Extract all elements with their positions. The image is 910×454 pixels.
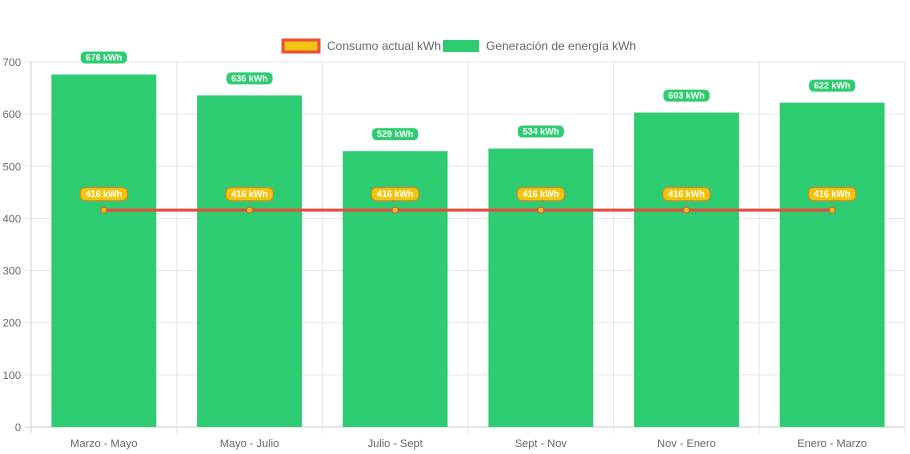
data-label-generacion-bg [808, 78, 857, 93]
data-label-consumo-bg [225, 187, 274, 202]
x-tick-label: Sept - Nov [515, 438, 567, 450]
legend-label-generacion[interactable]: Generación de energía kWh [486, 39, 636, 53]
data-label-consumo-bg [371, 187, 420, 202]
data-label-generacion: 534 kWh [523, 127, 560, 137]
x-tick-label: Marzo - Mayo [70, 438, 137, 450]
data-label-generacion: 622 kWh [814, 81, 851, 91]
y-tick-label: 0 [15, 422, 21, 434]
data-label-generacion: 676 kWh [86, 53, 123, 63]
consumo-point[interactable] [100, 206, 108, 214]
x-axis: Marzo - Mayo Mayo - Julio Julio - Sept Sept… [70, 438, 867, 450]
data-label-consumo: 416 kWh [231, 189, 268, 199]
x-tick-label: Julio - Sept [368, 438, 423, 450]
data-label-consumo: 416 kWh [523, 189, 560, 199]
legend-swatch-consumo[interactable] [281, 38, 321, 54]
y-tick-label: 500 [3, 161, 21, 173]
data-label-generacion: 636 kWh [231, 73, 268, 83]
data-label-consumo: 416 kWh [377, 189, 414, 199]
data-label-consumo-bg [662, 187, 711, 202]
consumo-line-series [100, 206, 836, 214]
bar-generacion[interactable] [634, 112, 739, 427]
data-label-generacion: 529 kWh [377, 129, 414, 139]
bars [51, 74, 885, 428]
consumo-point[interactable] [246, 206, 253, 214]
data-label-consumo: 416 kWh [814, 189, 851, 199]
bar-generacion[interactable] [197, 95, 302, 427]
data-label-generacion-bg [662, 88, 711, 103]
y-tick-label: 400 [3, 213, 21, 225]
x-tick-label: Nov - Enero [657, 438, 716, 450]
y-axis: 0 100 200 300 400 500 600 700 [3, 57, 21, 434]
data-label-consumo: 416 kWh [668, 189, 705, 199]
legend-label-consumo[interactable]: Consumo actual kWh [327, 39, 441, 53]
x-tick-label: Enero - Marzo [797, 438, 867, 450]
consumo-point[interactable] [391, 206, 399, 214]
consumo-point[interactable] [537, 206, 545, 214]
legend: Consumo actual kWh Generación de energía… [281, 38, 636, 54]
x-tick-label: Mayo - Julio [220, 438, 279, 450]
y-tick-label: 200 [3, 318, 21, 330]
data-label-generacion-bg [79, 50, 128, 65]
data-label-generacion-bg [225, 71, 274, 86]
grid [25, 61, 906, 433]
data-labels: 676 kWh 636 kWh 529 kWh 534 kWh 603 kWh 622 k… [79, 50, 857, 202]
y-tick-label: 700 [3, 57, 21, 69]
bar-generacion[interactable] [779, 102, 885, 428]
legend-swatch-generacion[interactable] [443, 40, 479, 52]
data-label-generacion: 603 kWh [668, 91, 705, 101]
bar-generacion[interactable] [51, 74, 157, 427]
data-label-consumo-bg [79, 187, 128, 202]
data-label-consumo-bg [516, 187, 565, 202]
data-label-consumo: 416 kWh [86, 189, 123, 199]
consumo-point[interactable] [683, 206, 690, 214]
y-tick-label: 600 [3, 109, 21, 121]
y-tick-label: 300 [3, 266, 21, 278]
data-label-generacion-bg [516, 124, 565, 139]
data-label-generacion-bg [371, 127, 420, 142]
data-label-consumo-bg [808, 187, 857, 202]
y-tick-label: 100 [3, 370, 21, 382]
consumo-point[interactable] [828, 206, 836, 214]
